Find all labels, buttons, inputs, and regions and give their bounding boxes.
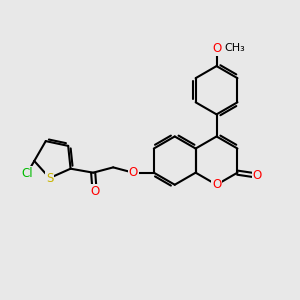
Text: O: O <box>212 178 221 191</box>
Text: O: O <box>253 169 262 182</box>
Text: Cl: Cl <box>21 167 33 180</box>
Text: O: O <box>129 166 138 179</box>
Text: CH₃: CH₃ <box>225 44 245 53</box>
Text: O: O <box>90 185 99 198</box>
Text: O: O <box>212 42 221 55</box>
Text: S: S <box>46 172 53 184</box>
